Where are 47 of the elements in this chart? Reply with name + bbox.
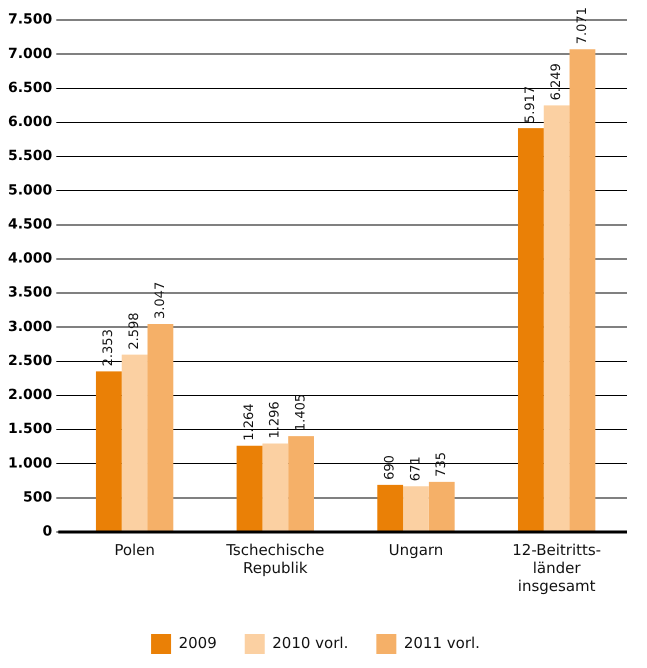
bar	[236, 446, 262, 532]
bar	[428, 482, 455, 532]
y-tick-label: 6.500	[8, 80, 53, 96]
y-tick-label: 3.000	[8, 318, 53, 335]
bar	[288, 436, 314, 532]
data-label: 7.071	[574, 7, 590, 44]
bar	[262, 444, 288, 532]
data-label: 2.353	[101, 329, 116, 366]
bar	[570, 49, 596, 532]
data-label: 671	[408, 456, 424, 482]
bar	[148, 324, 174, 532]
data-label: 3.047	[152, 282, 168, 319]
y-tick-label: 0	[42, 524, 53, 540]
y-tick-label: 2.500	[8, 352, 53, 369]
y-tick-label: 2.000	[8, 387, 53, 404]
x-tick-label: 12-Beitritts- länder insgesamt	[512, 540, 602, 595]
bar	[518, 128, 544, 532]
y-tick-label: 6.000	[8, 114, 53, 130]
y-tick-label: 1.500	[8, 421, 53, 438]
bar	[544, 105, 570, 532]
y-tick-label: 4.500	[8, 216, 53, 232]
y-tick-label: 5.500	[8, 148, 53, 164]
y-tick-label: 500	[23, 490, 53, 506]
y-tick-label: 7.500	[8, 12, 53, 28]
x-tick-label: Tschechische Republik	[225, 540, 324, 577]
x-tick-label: Polen	[114, 540, 155, 559]
data-label: 1.296	[268, 401, 283, 439]
data-label: 1.405	[293, 394, 308, 432]
y-tick-label: 1.000	[8, 455, 53, 472]
bar	[403, 486, 429, 532]
bar	[96, 371, 122, 532]
data-label: 6.249	[549, 63, 564, 100]
data-label: 690	[382, 455, 398, 480]
data-label: 5.917	[523, 86, 538, 124]
data-label: 2.598	[127, 312, 142, 350]
bar	[122, 354, 148, 532]
y-tick-label: 4.000	[8, 250, 53, 267]
legend-label: 2011 vorl.	[404, 634, 480, 652]
legend-label: 2010 vorl.	[272, 634, 348, 652]
legend-label: 2009	[178, 634, 217, 652]
bar	[377, 484, 404, 532]
x-tick-label: Ungarn	[388, 540, 444, 559]
y-tick-label: 5.000	[8, 182, 53, 198]
data-label: 1.264	[242, 403, 257, 441]
y-tick-label: 3.500	[8, 284, 53, 301]
data-label: 735	[434, 452, 450, 477]
y-tick-label: 7.000	[8, 46, 53, 62]
